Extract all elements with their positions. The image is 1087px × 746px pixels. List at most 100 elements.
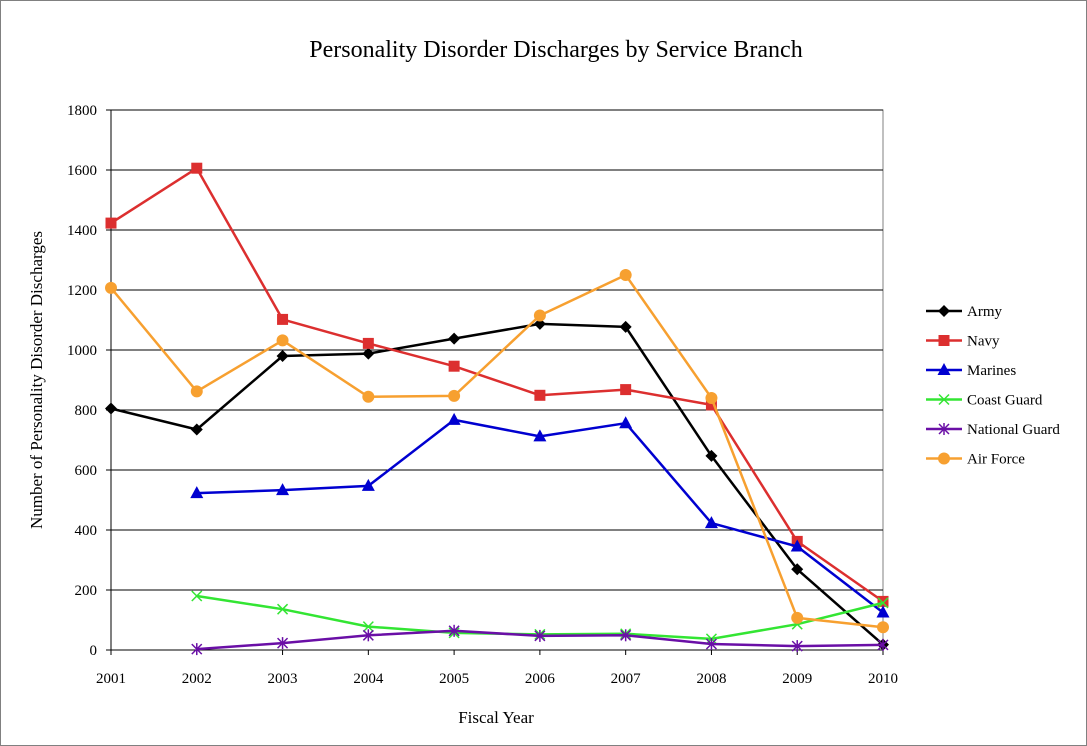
data-point <box>620 629 632 642</box>
data-point <box>705 638 717 650</box>
y-tick-label: 800 <box>75 403 98 419</box>
series-air-force <box>105 269 889 634</box>
x-tick-label: 2006 <box>525 671 556 687</box>
data-point <box>791 640 803 653</box>
data-point <box>620 384 632 396</box>
data-point <box>448 332 461 345</box>
data-point <box>533 309 546 322</box>
legend-label: National Guard <box>967 422 1060 438</box>
data-point <box>791 563 804 576</box>
marker-stroke <box>191 590 203 602</box>
axes <box>110 110 883 651</box>
y-tick-label: 400 <box>75 523 98 539</box>
x-tick-label: 2002 <box>182 671 212 687</box>
marker-stroke <box>877 597 889 609</box>
data-point <box>705 449 718 462</box>
data-point <box>533 317 546 330</box>
data-point <box>704 516 718 529</box>
data-point <box>276 483 290 496</box>
data-point <box>190 385 203 398</box>
data-point <box>448 624 460 637</box>
legend-item-marines: Marines <box>926 363 1016 379</box>
y-tick-label: 1000 <box>67 343 97 359</box>
legend-label: Navy <box>967 334 1000 350</box>
series-national-guard <box>191 624 889 656</box>
data-point <box>362 347 375 360</box>
legend-item-navy: Navy <box>926 334 1000 350</box>
data-point <box>190 486 204 499</box>
series-line <box>110 273 884 629</box>
data-point <box>877 638 889 651</box>
legend-label: Air Force <box>967 452 1025 468</box>
legend-marker <box>938 452 950 465</box>
data-point <box>105 217 117 229</box>
data-point <box>191 590 203 602</box>
gridlines <box>106 109 883 651</box>
y-tick-label: 1200 <box>67 283 97 299</box>
data-point <box>277 603 289 615</box>
x-tick-label: 2009 <box>782 671 812 687</box>
data-point <box>619 269 632 281</box>
x-tick-label: 2010 <box>868 671 898 687</box>
legend-marker <box>937 363 951 375</box>
y-tick-label: 1600 <box>67 163 97 179</box>
data-point <box>361 478 375 491</box>
data-point <box>877 621 889 634</box>
legend-item-coast-guard: Coast Guard <box>926 393 1043 409</box>
data-point <box>534 389 546 401</box>
legend-marker <box>938 423 950 435</box>
legend-marker <box>938 335 950 346</box>
x-tick-label: 2003 <box>268 671 298 687</box>
data-point <box>533 429 547 442</box>
x-axis-tick-labels: 2001 2002 2003 2004 2005 2006 2007 2008 2009 2010 <box>96 650 898 687</box>
data-point <box>277 637 289 650</box>
data-point <box>190 423 203 436</box>
y-tick-label: 1800 <box>67 103 97 119</box>
marker-stroke <box>277 603 289 615</box>
series-line <box>110 322 884 646</box>
data-point <box>619 416 633 429</box>
y-tick-label: 1400 <box>67 223 97 239</box>
data-point <box>191 643 203 656</box>
legend: Army Navy Marines Coast Guard National Guard… <box>926 304 1060 468</box>
data-point <box>705 392 718 404</box>
x-tick-label: 2001 <box>96 671 126 687</box>
data-point <box>877 597 889 609</box>
chart-title: Personality Disorder Discharges by Servi… <box>309 37 802 63</box>
marker-stroke <box>938 393 950 406</box>
data-point <box>105 402 117 415</box>
data-point <box>362 337 374 349</box>
data-point <box>191 162 203 174</box>
data-point <box>876 605 890 618</box>
y-axis-tick-labels: 0 200 400 600 800 1000 1200 1400 1600 1800 <box>67 103 97 659</box>
y-tick-label: 600 <box>75 463 98 479</box>
legend-item-air-force: Air Force <box>926 452 1025 468</box>
legend-label: Coast Guard <box>967 393 1043 409</box>
data-point <box>791 611 804 624</box>
data-point <box>276 334 289 347</box>
data-point <box>105 281 117 294</box>
y-tick-label: 200 <box>75 583 98 599</box>
series-line <box>110 166 884 603</box>
data-point <box>362 390 375 403</box>
x-axis-title: Fiscal Year <box>458 708 534 727</box>
data-point <box>277 313 289 325</box>
data-point <box>705 399 717 411</box>
data-point <box>790 539 804 552</box>
marker-stroke <box>362 621 374 633</box>
y-axis-title: Number of Personality Disorder Discharge… <box>27 231 46 529</box>
data-point <box>362 621 374 633</box>
series-layer <box>105 162 890 656</box>
data-point <box>448 360 460 372</box>
data-point <box>619 320 632 333</box>
legend-item-army: Army <box>926 304 1002 320</box>
data-point <box>534 629 546 642</box>
legend-marker <box>938 393 950 406</box>
x-tick-label: 2005 <box>439 671 469 687</box>
legend-label: Army <box>967 304 1002 320</box>
data-point <box>276 350 289 362</box>
series-marines <box>190 412 890 618</box>
legend-item-national-guard: National Guard <box>926 422 1060 438</box>
x-tick-label: 2004 <box>353 671 384 687</box>
